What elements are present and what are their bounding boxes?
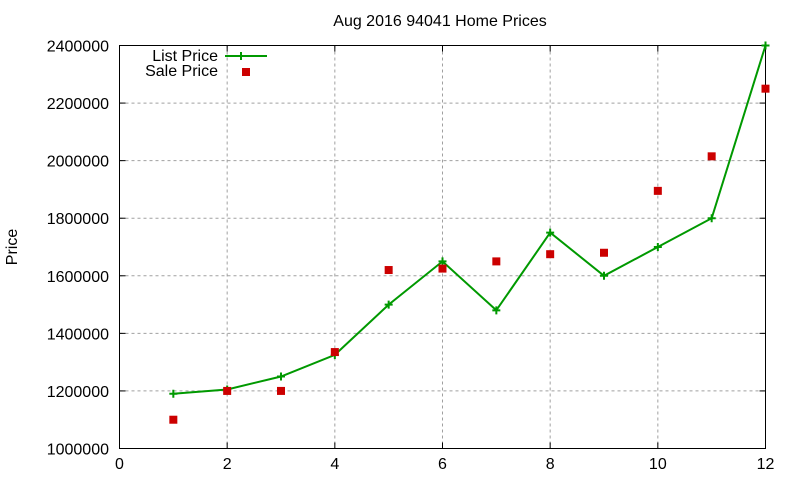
square-marker-icon [546, 250, 555, 259]
y-tick-label: 1800000 [47, 211, 109, 228]
plus-marker-icon [492, 306, 501, 315]
grid [119, 45, 766, 449]
x-tick-label: 10 [649, 456, 667, 473]
x-axis-ticks: 0 2 4 6 8 10 12 [115, 45, 775, 473]
legend-label-list-price: List Price [152, 48, 218, 65]
chart-title: Aug 2016 94041 Home Prices [333, 13, 546, 30]
plus-marker-icon [384, 300, 393, 309]
y-axis-label: Price [4, 229, 21, 266]
square-marker-icon [277, 386, 285, 395]
y-tick-label: 2200000 [47, 96, 109, 113]
plus-marker-icon [707, 214, 716, 223]
plus-marker-icon [438, 257, 447, 266]
square-marker-icon [169, 415, 178, 424]
y-tick-label: 2000000 [47, 154, 109, 171]
x-tick-label: 8 [546, 456, 555, 473]
legend-label-sale-price: Sale Price [145, 63, 218, 80]
y-axis-ticks: 1000000 1200000 1400000 1600000 1800000 20000… [47, 39, 766, 459]
y-tick-label: 1600000 [47, 269, 109, 286]
plus-marker-icon [546, 228, 555, 237]
sale-price-series [169, 84, 770, 424]
y-tick-label: 1400000 [47, 326, 109, 343]
y-tick-label: 1000000 [47, 442, 109, 459]
y-tick-label: 1200000 [47, 384, 109, 401]
x-tick-label: 12 [757, 456, 775, 473]
square-marker-icon [384, 266, 393, 275]
y-tick-label: 2400000 [47, 39, 109, 56]
square-marker-icon [223, 386, 232, 395]
square-marker-icon [707, 152, 716, 161]
x-tick-label: 4 [330, 456, 339, 473]
x-tick-label: 6 [438, 456, 447, 473]
square-marker-icon [492, 257, 501, 266]
square-marker-icon [653, 186, 662, 195]
plus-marker-icon [653, 243, 662, 251]
plus-marker-icon [600, 271, 608, 280]
plus-marker-icon [169, 389, 178, 398]
square-marker-icon [330, 348, 339, 357]
x-tick-label: 2 [223, 456, 232, 473]
legend: List Price Sale Price [145, 48, 267, 80]
plus-marker-icon [761, 41, 770, 50]
legend-plus-icon [237, 52, 245, 60]
legend-square-icon [242, 68, 250, 76]
plus-marker-icon [277, 372, 285, 381]
list-price-series [169, 41, 770, 398]
square-marker-icon [438, 264, 447, 273]
x-tick-label: 0 [115, 456, 124, 473]
square-marker-icon [761, 84, 770, 93]
square-marker-icon [600, 248, 608, 257]
